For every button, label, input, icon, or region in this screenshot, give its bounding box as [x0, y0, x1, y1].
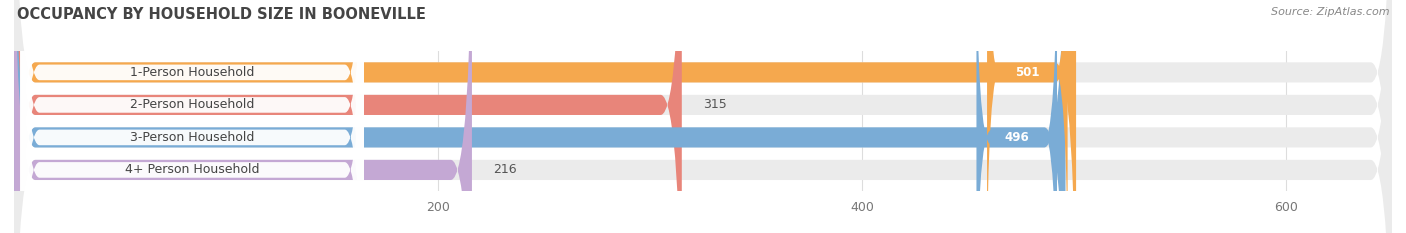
FancyBboxPatch shape [976, 0, 1057, 233]
Text: 501: 501 [1015, 66, 1039, 79]
Text: 216: 216 [494, 163, 517, 176]
Text: 315: 315 [703, 98, 727, 111]
FancyBboxPatch shape [14, 0, 1392, 233]
FancyBboxPatch shape [21, 0, 364, 233]
Text: 4+ Person Household: 4+ Person Household [125, 163, 259, 176]
FancyBboxPatch shape [21, 0, 364, 233]
FancyBboxPatch shape [14, 0, 682, 233]
FancyBboxPatch shape [987, 0, 1067, 233]
Text: OCCUPANCY BY HOUSEHOLD SIZE IN BOONEVILLE: OCCUPANCY BY HOUSEHOLD SIZE IN BOONEVILL… [17, 7, 426, 22]
FancyBboxPatch shape [14, 0, 1076, 233]
Text: 1-Person Household: 1-Person Household [129, 66, 254, 79]
Text: 496: 496 [1004, 131, 1029, 144]
FancyBboxPatch shape [14, 0, 472, 233]
Text: 2-Person Household: 2-Person Household [129, 98, 254, 111]
FancyBboxPatch shape [14, 0, 1392, 233]
FancyBboxPatch shape [14, 0, 1392, 233]
FancyBboxPatch shape [14, 0, 1066, 233]
Text: Source: ZipAtlas.com: Source: ZipAtlas.com [1271, 7, 1389, 17]
FancyBboxPatch shape [14, 0, 1392, 233]
FancyBboxPatch shape [21, 0, 364, 233]
FancyBboxPatch shape [21, 0, 364, 233]
Text: 3-Person Household: 3-Person Household [129, 131, 254, 144]
